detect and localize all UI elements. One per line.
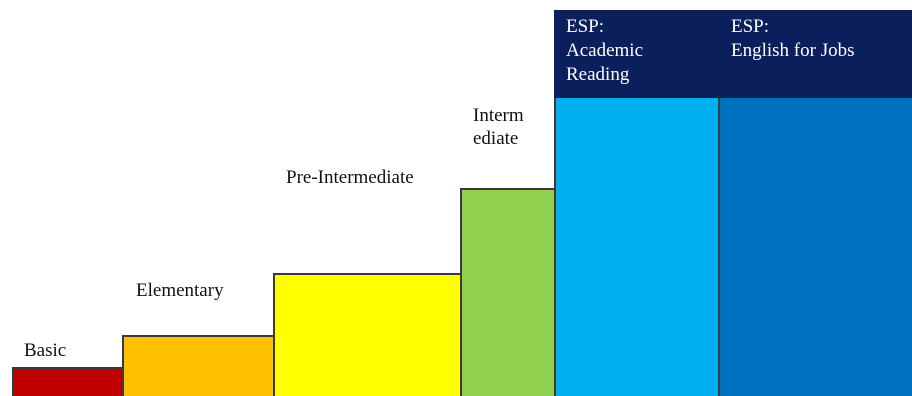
- step-pre-intermediate-label: Pre-Intermediate: [286, 167, 414, 188]
- step-elementary-label: Elementary: [136, 280, 224, 301]
- step-esp-academic-reading-header: ESP: Academic Reading: [554, 10, 719, 98]
- step-basic-label: Basic: [24, 340, 67, 361]
- step-intermediate-block: [460, 188, 556, 396]
- step-pre-intermediate-block: [273, 273, 462, 396]
- step-esp-english-for-jobs-header: ESP: English for Jobs: [719, 10, 912, 98]
- step-intermediate-label: Interm ediate: [473, 105, 524, 149]
- step-elementary-block: [122, 335, 275, 396]
- step-basic-block: [12, 367, 124, 396]
- step-esp-english-for-jobs-block: [718, 96, 912, 396]
- step-esp-academic-reading-block: [554, 96, 720, 396]
